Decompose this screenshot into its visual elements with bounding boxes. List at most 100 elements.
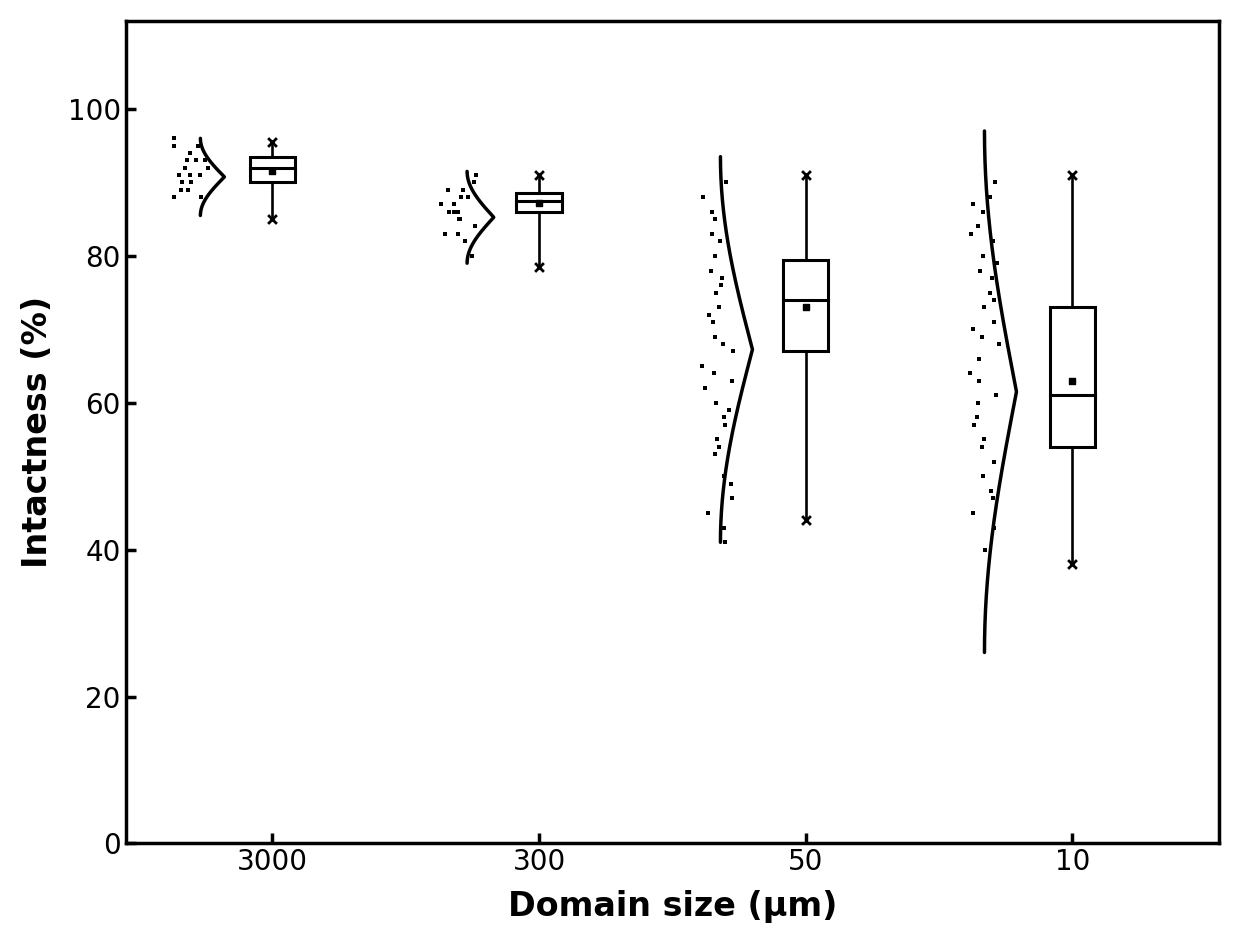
Bar — [784, 260, 828, 351]
Point — [455, 233, 475, 248]
Point — [976, 542, 996, 557]
Point — [796, 167, 816, 182]
Point — [983, 491, 1003, 506]
Point — [963, 505, 983, 520]
Point — [711, 278, 730, 293]
Point — [451, 190, 471, 205]
Point — [796, 299, 816, 314]
Point — [963, 322, 983, 337]
Point — [439, 204, 459, 219]
Point — [714, 468, 734, 483]
Point — [263, 211, 283, 227]
Point — [692, 359, 712, 374]
Point — [181, 175, 201, 190]
Point — [164, 131, 184, 146]
Point — [706, 447, 725, 462]
Point — [459, 190, 479, 205]
Point — [169, 167, 188, 182]
Point — [714, 520, 734, 535]
Point — [1063, 167, 1083, 182]
Point — [973, 432, 993, 447]
Point — [986, 175, 1006, 190]
Point — [723, 491, 743, 506]
Point — [529, 167, 549, 182]
Point — [164, 190, 184, 205]
Point — [698, 505, 718, 520]
Point — [715, 417, 735, 432]
Point — [715, 534, 735, 549]
Point — [714, 410, 734, 425]
Point — [180, 145, 200, 160]
Point — [982, 483, 1002, 498]
Point — [985, 520, 1004, 535]
Point — [465, 219, 485, 234]
Point — [713, 336, 733, 351]
Point — [191, 190, 211, 205]
Point — [699, 307, 719, 322]
Point — [465, 175, 485, 190]
Point — [529, 260, 549, 275]
Point — [704, 366, 724, 381]
Point — [723, 344, 743, 359]
Point — [970, 263, 990, 278]
Point — [973, 204, 993, 219]
Point — [449, 227, 469, 242]
Point — [432, 197, 451, 212]
Point — [711, 233, 730, 248]
Point — [444, 204, 464, 219]
Point — [177, 153, 197, 168]
Point — [186, 153, 206, 168]
Point — [435, 227, 455, 242]
Point — [707, 432, 727, 447]
Point — [263, 164, 283, 179]
Point — [988, 336, 1008, 351]
Point — [195, 153, 215, 168]
Point — [444, 197, 464, 212]
Point — [449, 211, 469, 227]
Point — [529, 195, 549, 211]
Point — [985, 293, 1004, 308]
Point — [188, 138, 208, 153]
Point — [706, 329, 725, 345]
Point — [717, 175, 737, 190]
Point — [722, 373, 742, 388]
Point — [175, 160, 195, 176]
Point — [719, 402, 739, 417]
Point — [983, 233, 1003, 248]
Point — [975, 299, 994, 314]
Point — [980, 190, 999, 205]
Point — [179, 182, 198, 197]
Point — [438, 182, 458, 197]
Point — [703, 314, 723, 329]
Point — [172, 175, 192, 190]
Point — [702, 227, 722, 242]
Point — [796, 513, 816, 528]
Point — [970, 351, 990, 366]
Point — [708, 439, 728, 454]
Point — [972, 439, 992, 454]
Point — [987, 388, 1007, 403]
Point — [197, 160, 217, 176]
Point — [963, 417, 983, 432]
Point — [987, 256, 1007, 271]
Point — [701, 263, 720, 278]
Point — [694, 380, 714, 396]
Point — [706, 248, 725, 263]
Point — [985, 314, 1004, 329]
Point — [968, 219, 988, 234]
Bar — [1050, 307, 1095, 447]
Point — [962, 197, 982, 212]
Point — [960, 366, 980, 381]
Point — [190, 167, 210, 182]
Point — [707, 396, 727, 411]
Point — [450, 211, 470, 227]
Point — [180, 167, 200, 182]
Point — [961, 227, 981, 242]
Point — [466, 167, 486, 182]
Point — [708, 299, 728, 314]
Point — [164, 138, 184, 153]
Point — [973, 248, 993, 263]
Point — [985, 454, 1004, 469]
Point — [1063, 373, 1083, 388]
Bar — [516, 194, 562, 211]
